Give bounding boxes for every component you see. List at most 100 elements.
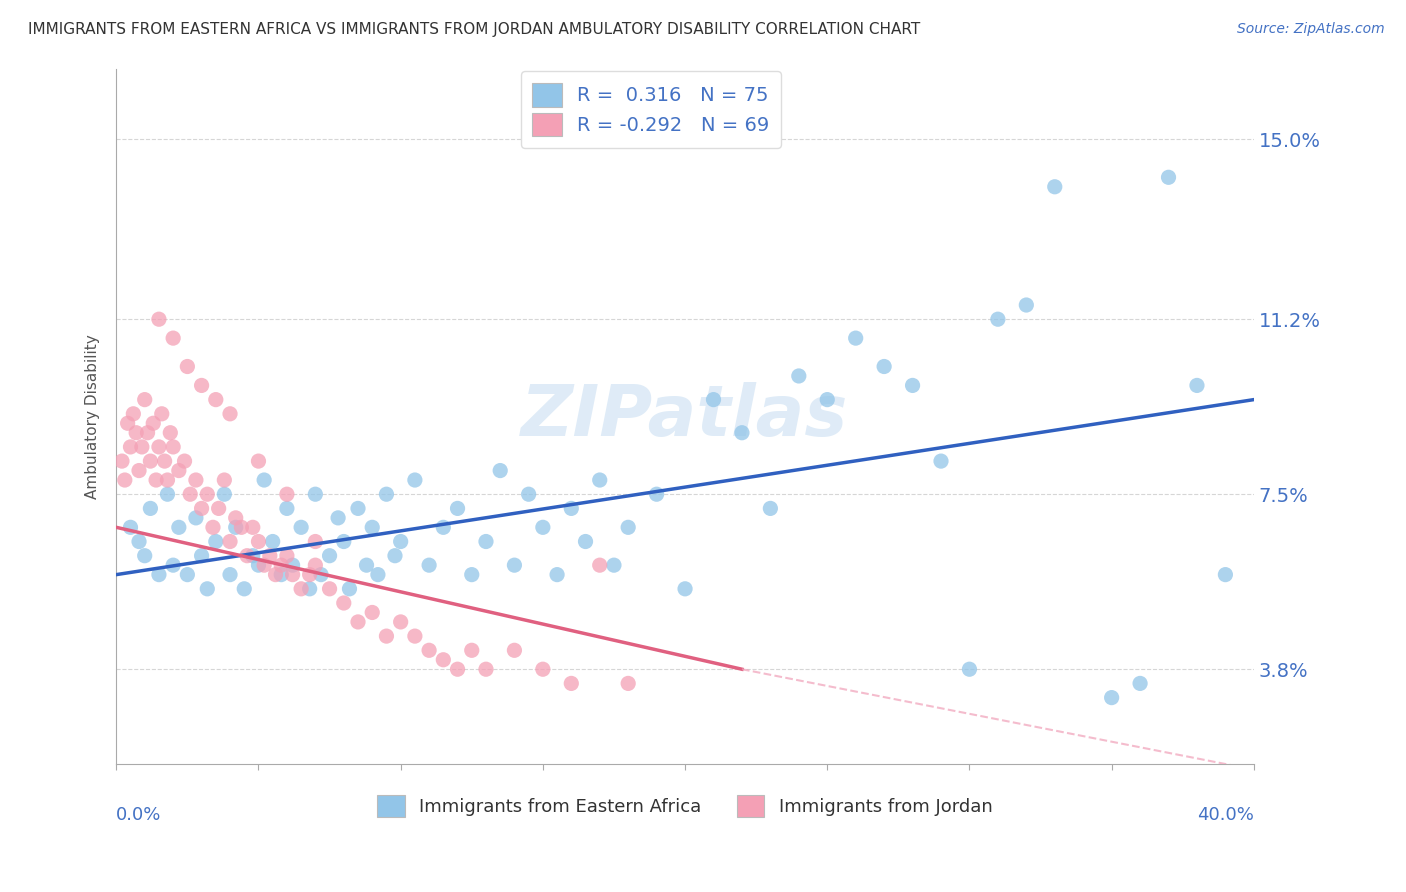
Point — [375, 629, 398, 643]
Point — [298, 582, 321, 596]
Text: Source: ZipAtlas.com: Source: ZipAtlas.com — [1237, 22, 1385, 37]
Point — [233, 582, 256, 596]
Point — [503, 558, 526, 573]
Point — [225, 520, 247, 534]
Point — [247, 558, 270, 573]
Point — [574, 534, 596, 549]
Point — [1015, 298, 1038, 312]
Point — [787, 368, 810, 383]
Point — [128, 534, 150, 549]
Point — [617, 676, 640, 690]
Legend: Immigrants from Eastern Africa, Immigrants from Jordan: Immigrants from Eastern Africa, Immigran… — [370, 788, 1000, 824]
Point — [281, 558, 304, 573]
Point — [201, 520, 224, 534]
Point — [375, 487, 398, 501]
Point — [367, 567, 389, 582]
Point — [339, 582, 361, 596]
Point — [253, 473, 276, 487]
Point — [645, 487, 668, 501]
Text: IMMIGRANTS FROM EASTERN AFRICA VS IMMIGRANTS FROM JORDAN AMBULATORY DISABILITY C: IMMIGRANTS FROM EASTERN AFRICA VS IMMIGR… — [28, 22, 921, 37]
Point — [167, 520, 190, 534]
Point — [290, 582, 312, 596]
Point — [117, 417, 139, 431]
Point — [432, 653, 454, 667]
Point — [389, 615, 412, 629]
Point — [929, 454, 952, 468]
Point — [247, 534, 270, 549]
Point — [173, 454, 195, 468]
Text: 0.0%: 0.0% — [117, 805, 162, 823]
Point — [162, 558, 184, 573]
Point — [304, 558, 326, 573]
Point — [176, 567, 198, 582]
Point — [167, 464, 190, 478]
Point — [560, 676, 582, 690]
Point — [162, 331, 184, 345]
Point — [142, 417, 165, 431]
Point — [475, 662, 498, 676]
Point — [156, 473, 179, 487]
Point — [560, 501, 582, 516]
Point — [145, 473, 167, 487]
Point — [418, 643, 440, 657]
Point — [318, 549, 340, 563]
Point — [356, 558, 378, 573]
Point — [384, 549, 406, 563]
Point — [219, 567, 242, 582]
Point — [333, 534, 356, 549]
Point — [901, 378, 924, 392]
Point — [347, 501, 370, 516]
Point — [242, 549, 264, 563]
Point — [815, 392, 838, 407]
Point — [461, 643, 484, 657]
Point — [264, 567, 287, 582]
Point — [347, 615, 370, 629]
Point — [546, 567, 568, 582]
Point — [290, 520, 312, 534]
Point — [589, 473, 612, 487]
Point — [298, 567, 321, 582]
Point — [845, 331, 868, 345]
Point — [219, 407, 242, 421]
Point — [136, 425, 159, 440]
Point — [531, 662, 554, 676]
Point — [461, 567, 484, 582]
Point — [225, 511, 247, 525]
Point — [148, 440, 170, 454]
Point — [276, 501, 298, 516]
Point — [184, 511, 207, 525]
Point — [589, 558, 612, 573]
Point — [304, 487, 326, 501]
Point — [389, 534, 412, 549]
Point — [179, 487, 201, 501]
Point — [731, 425, 754, 440]
Point — [673, 582, 696, 596]
Point — [111, 454, 134, 468]
Point — [208, 501, 231, 516]
Point — [1215, 567, 1237, 582]
Point — [204, 534, 226, 549]
Point — [139, 501, 162, 516]
Point — [134, 549, 156, 563]
Point — [281, 567, 304, 582]
Point — [120, 440, 142, 454]
Point — [418, 558, 440, 573]
Point — [150, 407, 173, 421]
Point — [304, 534, 326, 549]
Point — [190, 501, 212, 516]
Point — [128, 464, 150, 478]
Point — [1043, 179, 1066, 194]
Point — [159, 425, 181, 440]
Point — [270, 567, 292, 582]
Point — [204, 392, 226, 407]
Point — [759, 501, 782, 516]
Point — [489, 464, 512, 478]
Y-axis label: Ambulatory Disability: Ambulatory Disability — [86, 334, 100, 499]
Point — [987, 312, 1010, 326]
Point — [531, 520, 554, 534]
Point — [195, 487, 218, 501]
Point — [318, 582, 340, 596]
Point — [131, 440, 153, 454]
Point — [120, 520, 142, 534]
Point — [1157, 170, 1180, 185]
